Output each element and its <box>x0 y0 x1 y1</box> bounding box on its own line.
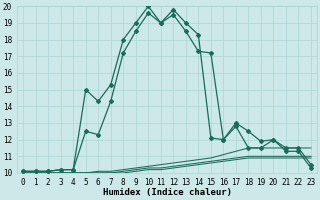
X-axis label: Humidex (Indice chaleur): Humidex (Indice chaleur) <box>102 188 232 197</box>
